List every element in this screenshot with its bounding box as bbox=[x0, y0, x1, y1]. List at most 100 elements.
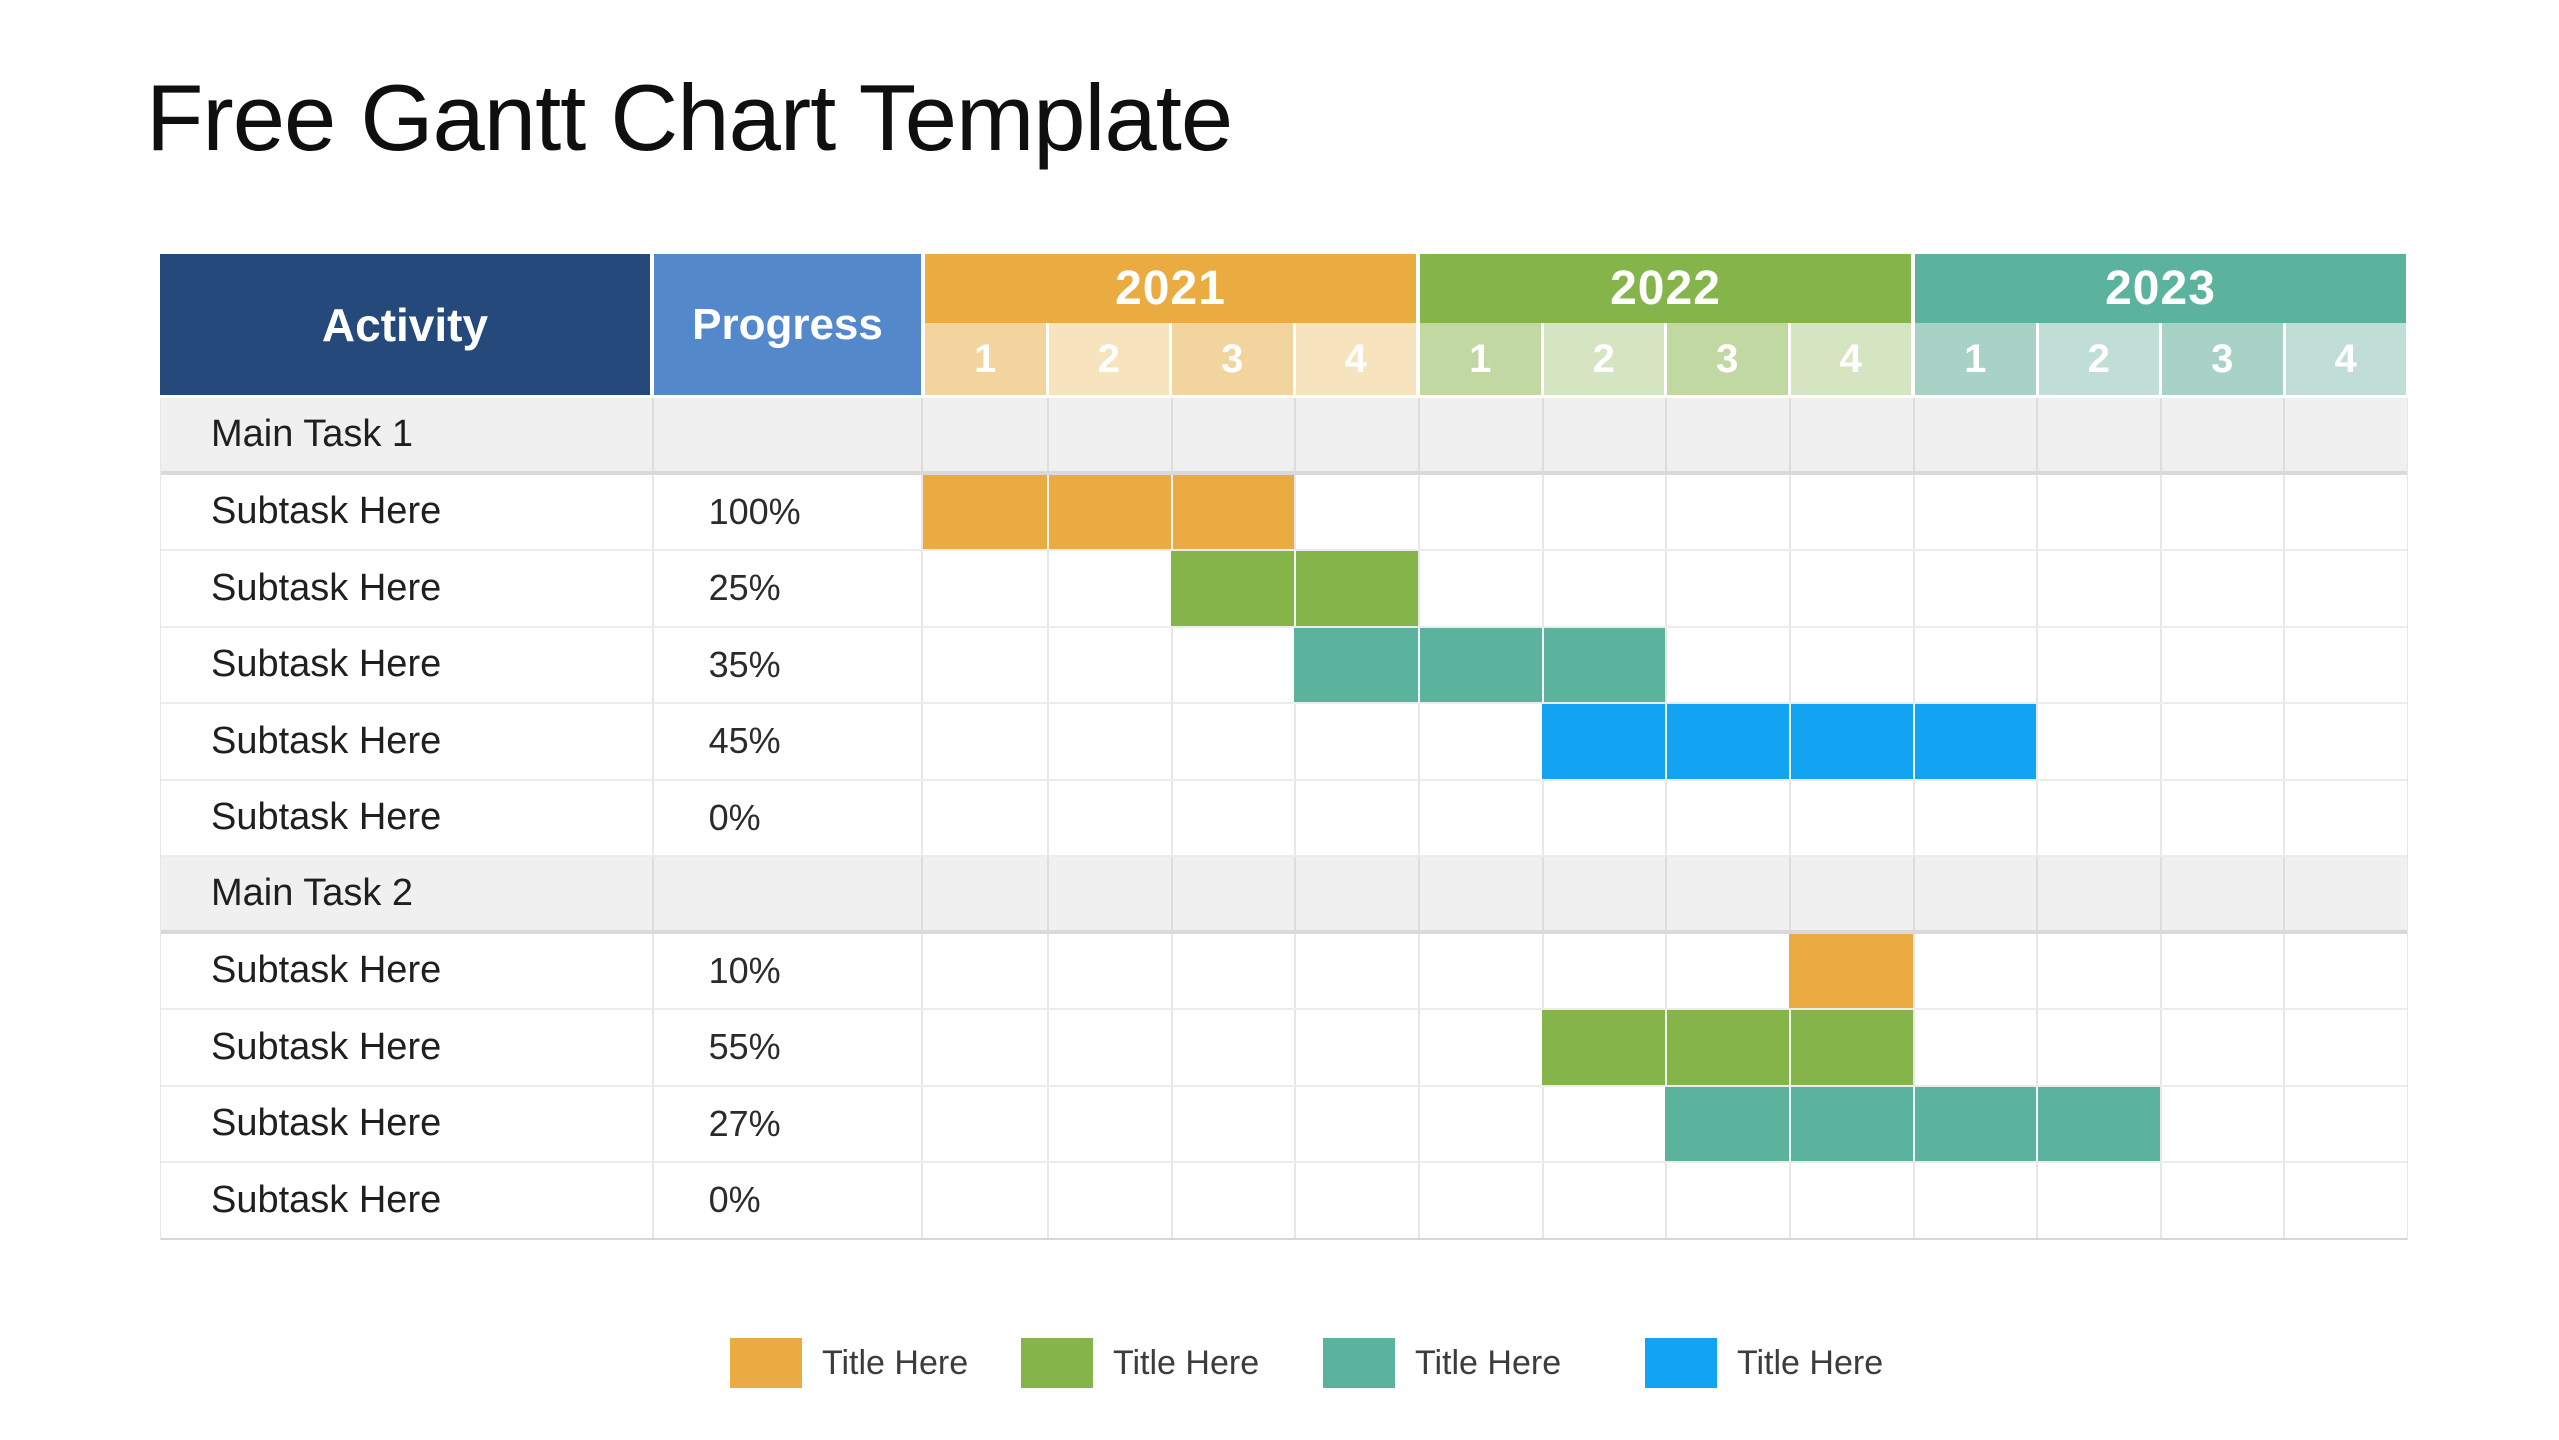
gantt-empty-cell bbox=[2036, 551, 2160, 626]
gantt-empty-cell bbox=[1912, 780, 2037, 855]
gantt-bar-cell-orange bbox=[1047, 474, 1171, 549]
year-label-2021: 2021 bbox=[925, 254, 1416, 323]
progress-cell: 27% bbox=[654, 1086, 924, 1161]
gantt-bar-cell-orange bbox=[1170, 474, 1295, 549]
gantt-empty-cell bbox=[2036, 780, 2160, 855]
quarter-header-2021-q4: 4 bbox=[1295, 323, 1416, 395]
gantt-empty-cell bbox=[923, 551, 1047, 626]
gantt-bar-cell-green bbox=[1541, 1010, 1666, 1085]
gantt-bar-cell-green bbox=[1294, 551, 1418, 626]
progress-cell: 35% bbox=[654, 627, 924, 702]
quarter-header-2023-q2: 2 bbox=[2038, 323, 2159, 395]
quarter-header-2021-q2: 2 bbox=[1048, 323, 1169, 395]
gantt-empty-cell bbox=[1170, 780, 1295, 855]
activity-cell: Subtask Here bbox=[161, 474, 654, 549]
gantt-empty-cell bbox=[2036, 474, 2160, 549]
progress-cell bbox=[654, 398, 924, 471]
activity-cell: Subtask Here bbox=[161, 1163, 654, 1238]
gantt-empty-cell bbox=[1665, 398, 1789, 471]
gantt-bar-cell-green bbox=[1170, 551, 1295, 626]
gantt-empty-cell bbox=[2036, 398, 2160, 471]
year-group-2023: 2023 1 2 3 4 bbox=[1915, 254, 2406, 395]
gantt-empty-cell bbox=[1912, 1010, 2037, 1085]
gantt-bar-cell-green bbox=[1665, 1010, 1789, 1085]
quarter-header-2022-q4: 4 bbox=[1790, 323, 1911, 395]
year-label-2022: 2022 bbox=[1420, 254, 1911, 323]
activity-cell: Subtask Here bbox=[161, 780, 654, 855]
gantt-empty-cell bbox=[2159, 704, 2284, 779]
task-row: Subtask Here 35% bbox=[161, 627, 2407, 704]
gantt-empty-cell bbox=[1541, 474, 1666, 549]
gantt-empty-cell bbox=[1047, 1010, 1171, 1085]
legend-item-teal: Title Here bbox=[1323, 1338, 1561, 1388]
gantt-table: Activity Progress 2021 1 2 3 4 2022 1 2 3 4 2023 1 2… bbox=[160, 254, 2408, 1240]
task-row: Subtask Here 0% bbox=[161, 1163, 2407, 1240]
gantt-empty-cell bbox=[923, 934, 1047, 1009]
gantt-empty-cell bbox=[1541, 551, 1666, 626]
gantt-empty-cell bbox=[1047, 933, 1171, 1008]
legend-item-orange: Title Here bbox=[730, 1338, 968, 1388]
year-label-2023: 2023 bbox=[1915, 254, 2406, 323]
gantt-empty-cell bbox=[2283, 1086, 2407, 1161]
page-title: Free Gantt Chart Template bbox=[146, 65, 1233, 170]
legend-item-green: Title Here bbox=[1021, 1338, 1259, 1388]
gantt-empty-cell bbox=[1788, 1163, 1913, 1238]
gantt-bar-cell-teal bbox=[1541, 627, 1666, 702]
gantt-empty-cell bbox=[1912, 857, 2037, 930]
legend-swatch-orange bbox=[730, 1338, 802, 1388]
gantt-empty-cell bbox=[1417, 933, 1542, 1008]
gantt-bar-cell-blue bbox=[1788, 704, 1913, 779]
gantt-empty-cell bbox=[1912, 627, 2037, 702]
gantt-empty-cell bbox=[1170, 857, 1295, 930]
progress-cell: 0% bbox=[654, 780, 924, 855]
progress-cell: 100% bbox=[654, 474, 924, 549]
gantt-empty-cell bbox=[1788, 474, 1913, 549]
legend-swatch-blue bbox=[1645, 1338, 1717, 1388]
gantt-empty-cell bbox=[2159, 627, 2284, 702]
gantt-empty-cell bbox=[1047, 1086, 1171, 1161]
gantt-empty-cell bbox=[1047, 780, 1171, 855]
gantt-empty-cell bbox=[923, 781, 1047, 856]
gantt-bar-cell-orange bbox=[923, 474, 1048, 549]
activity-cell: Main Task 1 bbox=[161, 398, 654, 471]
activity-cell: Subtask Here bbox=[161, 704, 654, 779]
gantt-empty-cell bbox=[1170, 627, 1295, 702]
gantt-empty-cell bbox=[1912, 398, 2037, 471]
gantt-empty-cell bbox=[1912, 1163, 2037, 1238]
gantt-empty-cell bbox=[2159, 398, 2284, 471]
table-body: Main Task 1 Subtask Here 100% Subtask Here 2… bbox=[160, 398, 2408, 1240]
progress-cell: 55% bbox=[654, 1010, 924, 1085]
gantt-empty-cell bbox=[1541, 398, 1666, 471]
gantt-empty-cell bbox=[1047, 398, 1171, 471]
activity-column-header: Activity bbox=[160, 254, 650, 395]
gantt-empty-cell bbox=[1912, 933, 2037, 1008]
year-group-2022: 2022 1 2 3 4 bbox=[1420, 254, 1911, 395]
gantt-empty-cell bbox=[1294, 780, 1418, 855]
activity-cell: Subtask Here bbox=[161, 627, 654, 702]
gantt-empty-cell bbox=[1170, 933, 1295, 1008]
gantt-empty-cell bbox=[1417, 704, 1542, 779]
activity-cell: Subtask Here bbox=[161, 551, 654, 626]
legend-item-blue: Title Here bbox=[1645, 1338, 1883, 1388]
gantt-empty-cell bbox=[2283, 857, 2407, 930]
gantt-empty-cell bbox=[1170, 1163, 1295, 1238]
gantt-bar-cell-teal bbox=[1665, 1086, 1789, 1161]
task-row: Subtask Here 25% bbox=[161, 551, 2407, 628]
gantt-empty-cell bbox=[1541, 780, 1666, 855]
task-row: Subtask Here 100% bbox=[161, 474, 2407, 551]
gantt-empty-cell bbox=[1417, 857, 1542, 930]
gantt-empty-cell bbox=[2283, 474, 2407, 549]
progress-cell: 45% bbox=[654, 704, 924, 779]
gantt-bar-cell-teal bbox=[1417, 627, 1542, 702]
progress-cell: 25% bbox=[654, 551, 924, 626]
quarter-header-2022-q3: 3 bbox=[1667, 323, 1788, 395]
quarter-header-2021-q1: 1 bbox=[925, 323, 1046, 395]
gantt-bar-cell-green bbox=[1788, 1010, 1913, 1085]
gantt-empty-cell bbox=[2036, 704, 2160, 779]
gantt-empty-cell bbox=[2283, 780, 2407, 855]
gantt-empty-cell bbox=[2159, 1010, 2284, 1085]
task-row: Subtask Here 27% bbox=[161, 1086, 2407, 1163]
